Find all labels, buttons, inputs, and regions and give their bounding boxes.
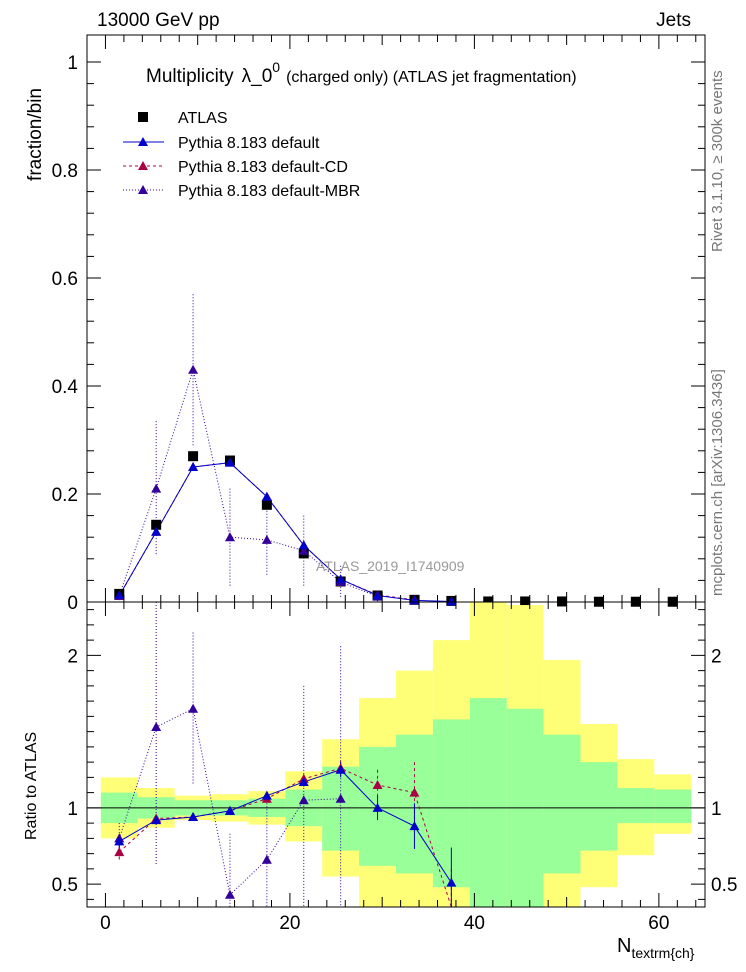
main-ticks: 0 0.2 0.4 0.6 0.8 1 — [52, 35, 705, 614]
uncertainty-band-inner — [543, 734, 581, 874]
atlas-point — [188, 451, 199, 462]
legend-cd: Pythia 8.183 default-CD — [178, 159, 348, 176]
watermark: ATLAS_2019_I1740909 — [316, 558, 465, 574]
ratio-ytick-label: 0.5 — [52, 875, 78, 896]
atlas-point — [520, 596, 531, 607]
ratio-mbr-point — [188, 703, 199, 713]
ratio-default-point — [114, 836, 125, 846]
ratio-mbr-point — [335, 793, 346, 803]
ratio-default-point — [298, 776, 309, 786]
ratio-ticks: 0.5 0.51 12 20 20 40 60 — [52, 602, 737, 934]
ratio-ylabel: Ratio to ATLAS — [23, 732, 40, 840]
title-tail: (charged only) (ATLAS jet fragmentation) — [286, 69, 577, 86]
ratio-mbr-point — [151, 722, 162, 732]
main-ytick-label: 0.6 — [52, 269, 78, 290]
default-point — [188, 462, 199, 471]
default-point — [298, 540, 309, 550]
mbr-point — [261, 534, 272, 544]
default-point — [335, 574, 346, 584]
header-right: Jets — [656, 10, 691, 31]
mbr-point — [188, 364, 199, 374]
legend-cd-marker — [138, 161, 148, 170]
main-ytick-label: 0.2 — [52, 485, 78, 506]
mbr-point — [298, 545, 309, 555]
ratio-xtick-label: 20 — [279, 913, 300, 934]
uncertainty-band-inner — [580, 762, 618, 851]
main-ytick-label: 0.4 — [52, 377, 79, 398]
ratio-default-point — [261, 790, 272, 800]
ratio-cd-point — [114, 847, 125, 857]
ratio-cd-point — [372, 780, 383, 789]
ratio-default-point — [446, 877, 457, 887]
default-point — [372, 590, 383, 600]
atlas-point — [557, 596, 568, 607]
ratio-default-line — [119, 769, 452, 883]
main-ytick-label: 0.8 — [52, 161, 78, 182]
ratio-default-point — [372, 802, 383, 812]
mbr-point — [224, 532, 235, 542]
header-left: 13000 GeV pp — [97, 10, 220, 31]
ratio-default-point — [224, 805, 235, 815]
ratio-ytick-label-right: 0.5 — [711, 875, 737, 896]
uncertainty-band-inner — [469, 698, 507, 907]
default-point — [446, 596, 457, 606]
legend: ATLAS Pythia 8.183 default Pythia 8.183 … — [123, 110, 360, 200]
main-ytick-label: 0 — [67, 593, 78, 614]
cd-line — [118, 462, 415, 601]
title-main: Multiplicity — [146, 66, 234, 87]
title-sup: 0 — [272, 59, 280, 75]
xlabel-sub: textrm{ch} — [631, 945, 694, 961]
chart-title: Multiplicity λ_00 (charged only) (ATLAS je… — [146, 59, 577, 87]
default-point — [114, 590, 125, 600]
atlas-point — [483, 596, 494, 607]
main-ytick-label: 1 — [67, 53, 78, 74]
atlas-point — [151, 519, 162, 530]
default-point — [151, 526, 162, 536]
ratio-xtick-label: 40 — [464, 913, 485, 934]
ratio-default-point — [188, 812, 199, 822]
ratio-panel: 0.5 0.51 12 20 20 40 60 Ratio to ATLAS Ntextrm… — [23, 601, 737, 961]
mcplots-label: mcplots.cern.ch [arXiv:1306.3436] — [709, 369, 726, 596]
mbr-point — [151, 483, 162, 493]
ratio-xtick-label: 0 — [100, 913, 111, 934]
atlas-point — [261, 499, 272, 510]
ratio-default-point — [335, 764, 346, 774]
default-point — [224, 457, 235, 467]
main-data-layer — [114, 294, 678, 607]
ratio-mbr-point — [224, 889, 235, 899]
ratio-mbr-point — [261, 854, 272, 864]
ratio-xlabel: Ntextrm{ch} — [617, 935, 695, 961]
ratio-data-layer — [87, 602, 705, 908]
ratio-ytick-label: 1 — [67, 799, 78, 820]
default-point — [261, 491, 272, 501]
xlabel-main: N — [617, 935, 631, 957]
rivet-label: Rivet 3.1.10, ≥ 300k events — [709, 70, 726, 252]
main-ylabel: fraction/bin — [25, 88, 46, 181]
legend-mbr-marker — [138, 185, 148, 194]
ratio-mbr-point — [298, 795, 309, 805]
legend-atlas: ATLAS — [178, 110, 228, 127]
default-line — [118, 462, 452, 602]
uncertainty-band-inner — [617, 788, 655, 824]
legend-atlas-marker — [138, 112, 148, 122]
title-symbol: λ_0 — [242, 66, 273, 87]
ratio-default-point — [409, 821, 420, 831]
ratio-ytick-label-right: 1 — [711, 799, 722, 820]
ratio-default-point — [151, 815, 162, 825]
ratio-ytick-label-right: 2 — [711, 646, 722, 667]
legend-default: Pythia 8.183 default — [178, 135, 320, 152]
ratio-cd-point — [409, 787, 420, 797]
legend-default-marker — [138, 137, 148, 146]
ratio-cd-line — [118, 767, 452, 908]
ratio-frame — [86, 601, 706, 908]
uncertainty-band-inner — [654, 789, 692, 824]
ratio-xtick-label: 60 — [648, 913, 669, 934]
ratio-ytick-label: 2 — [67, 646, 78, 667]
legend-mbr: Pythia 8.183 default-MBR — [178, 183, 360, 200]
main-panel: 0 0.2 0.4 0.6 0.8 1 fraction/bin Multiplicity… — [25, 34, 706, 614]
